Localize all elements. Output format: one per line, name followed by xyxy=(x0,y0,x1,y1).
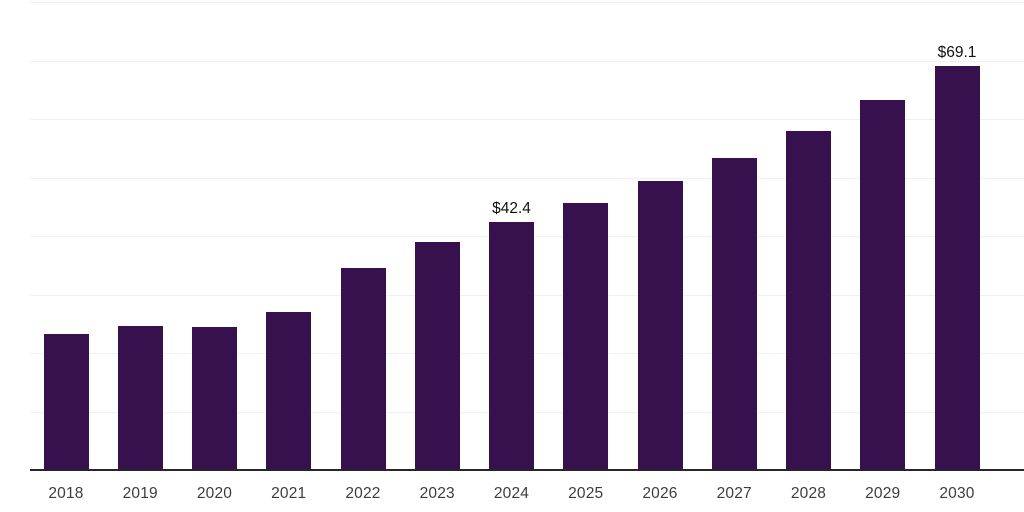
x-tick-label: 2029 xyxy=(865,485,901,502)
x-axis-line xyxy=(30,469,1024,471)
gridline xyxy=(30,178,1024,179)
x-tick-label: 2019 xyxy=(122,485,158,502)
bar-2022 xyxy=(340,267,386,470)
gridline xyxy=(30,119,1024,120)
bar-2027 xyxy=(711,157,757,470)
bar-2018 xyxy=(43,333,89,470)
bar-2028 xyxy=(786,130,831,470)
value-label: $69.1 xyxy=(937,43,977,61)
bar-2024 xyxy=(489,221,534,470)
x-tick-label: 2028 xyxy=(790,485,827,502)
x-tick-label: 2021 xyxy=(271,485,307,502)
gridline xyxy=(30,2,1024,3)
x-tick-label: 2027 xyxy=(716,485,752,502)
bar-2030 xyxy=(934,65,980,470)
bar-2025 xyxy=(563,203,609,470)
bar-2023 xyxy=(414,242,460,470)
x-tick-label: 2023 xyxy=(419,485,455,502)
x-tick-label: 2025 xyxy=(568,485,604,502)
x-tick-label: 2020 xyxy=(196,485,233,502)
gridline xyxy=(30,61,1024,62)
bar-2021 xyxy=(266,312,312,470)
bar-2019 xyxy=(117,326,163,470)
x-tick-label: 2030 xyxy=(939,485,975,502)
value-label: $42.4 xyxy=(492,199,531,217)
x-tick-label: 2026 xyxy=(642,485,678,502)
bar-2020 xyxy=(192,327,237,470)
x-tick-label: 2018 xyxy=(48,485,84,502)
bar-2029 xyxy=(860,100,906,470)
x-tick-label: 2022 xyxy=(345,485,381,502)
bar-2026 xyxy=(637,181,683,470)
x-tick-label: 2024 xyxy=(493,485,530,502)
